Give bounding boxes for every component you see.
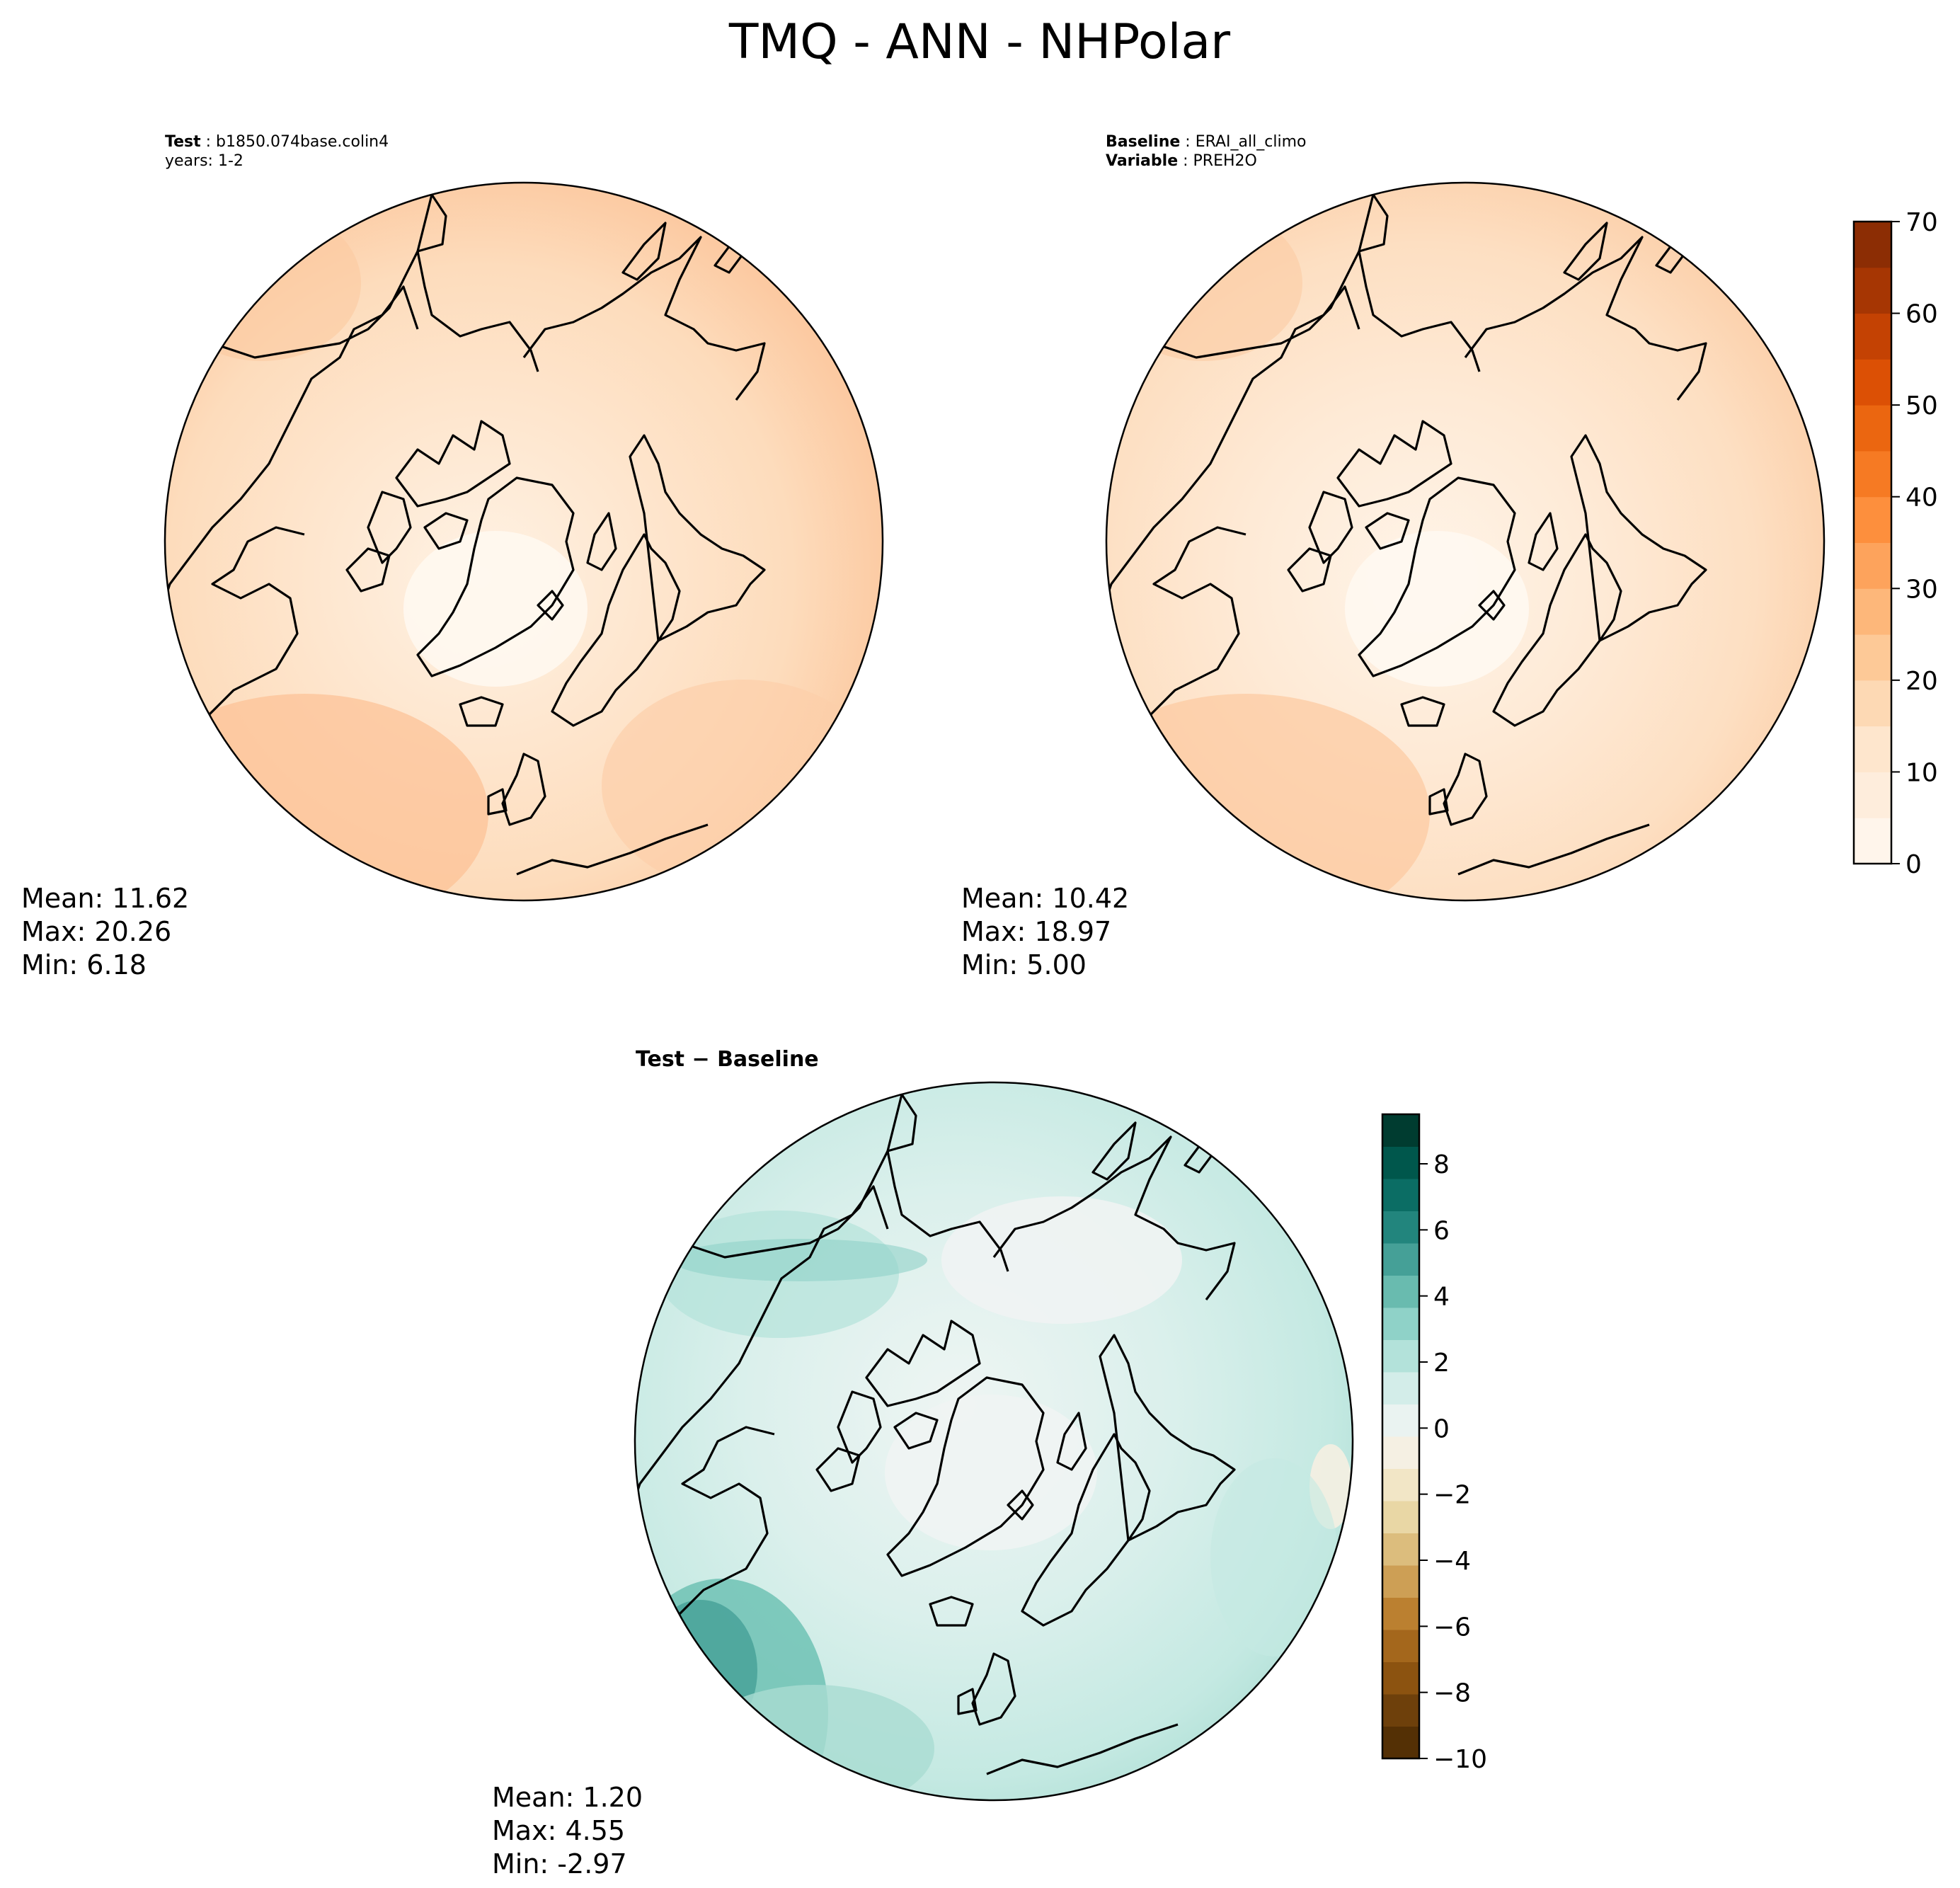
figure-title: TMQ - ANN - NHPolar	[728, 14, 1230, 70]
main-colorbar-segment	[1854, 634, 1891, 681]
main-colorbar: 0 10 20 30 40 50 60 70	[1852, 208, 1938, 879]
test-label-sep: :	[201, 133, 216, 151]
diff-colorbar-segment	[1382, 1726, 1419, 1759]
diff-colorbar-border	[1381, 1113, 1421, 1760]
main-colorbar-segment	[1854, 680, 1891, 727]
diff-colorbar-tick-label: 8	[1433, 1150, 1450, 1179]
diff-colorbar-segment	[1382, 1114, 1419, 1147]
diff-panel: Test − Baseline Mean: 1.20 Max: 4.55 Min…	[492, 1047, 1354, 1880]
main-colorbar-tick-label: 50	[1905, 391, 1938, 420]
test-label: Test : b1850.074base.colin4	[165, 133, 389, 151]
diff-colorbar-segment	[1382, 1339, 1419, 1373]
diff-colorbar-tick-label: −10	[1433, 1745, 1487, 1774]
test-map	[165, 183, 883, 900]
diff-colorbar-segment	[1382, 1404, 1419, 1437]
diff-colorbar-segment	[1382, 1597, 1419, 1630]
main-colorbar-tick-label: 0	[1905, 850, 1922, 879]
diff-colorbar-segment	[1382, 1275, 1419, 1308]
diff-colorbar-segment	[1382, 1243, 1419, 1276]
diff-colorbar-segment	[1382, 1565, 1419, 1598]
diff-max: Max: 4.55	[492, 1815, 625, 1846]
baseline-map-border	[1105, 181, 1826, 902]
baseline-label-value: ERAI_all_climo	[1196, 133, 1307, 151]
diff-colorbar-segment	[1382, 1436, 1419, 1469]
main-colorbar-border	[1852, 220, 1893, 865]
baseline-variable: Variable : PREH2O	[1106, 152, 1257, 170]
main-colorbar-segment	[1854, 313, 1891, 360]
diff-map	[635, 1082, 1353, 1800]
diff-colorbar-tick-label: −4	[1433, 1547, 1471, 1576]
baseline-label-key: Baseline	[1106, 133, 1180, 151]
diff-colorbar-segment	[1382, 1533, 1419, 1566]
main-colorbar-tick-label: 30	[1905, 575, 1938, 604]
baseline-min: Min: 5.00	[961, 949, 1087, 980]
main-colorbar-segment	[1854, 405, 1891, 452]
diff-min: Min: -2.97	[492, 1848, 627, 1880]
diff-colorbar-tick-label: −2	[1433, 1481, 1471, 1510]
baseline-max: Max: 18.97	[961, 916, 1111, 947]
diff-colorbar-segment	[1382, 1694, 1419, 1727]
test-mean: Mean: 11.62	[21, 883, 189, 914]
diff-title-baseline: Baseline	[717, 1047, 819, 1072]
main-colorbar-segment	[1854, 818, 1891, 864]
baseline-var-value: PREH2O	[1193, 152, 1257, 170]
main-colorbar-segment	[1854, 726, 1891, 772]
diff-colorbar-tick-label: 2	[1433, 1349, 1450, 1378]
diff-colorbar-segment	[1382, 1372, 1419, 1404]
test-years: years: 1-2	[165, 152, 243, 170]
test-min: Min: 6.18	[21, 949, 147, 980]
main-colorbar-segment	[1854, 222, 1891, 268]
main-colorbar-segment	[1854, 267, 1891, 314]
main-colorbar-segment	[1854, 450, 1891, 498]
diff-title: Test − Baseline	[636, 1047, 819, 1072]
diff-colorbar-tick-label: −8	[1433, 1679, 1471, 1708]
main-colorbar-tick-label: 40	[1905, 484, 1938, 513]
diff-colorbar-tick-label: 6	[1433, 1216, 1450, 1245]
diff-map-border	[634, 1081, 1354, 1802]
baseline-var-key: Variable	[1106, 152, 1178, 170]
main-colorbar-segment	[1854, 542, 1891, 589]
main-colorbar-segment	[1854, 496, 1891, 543]
test-label-value: b1850.074base.colin4	[216, 133, 389, 151]
diff-colorbar-tick-label: 0	[1433, 1414, 1450, 1443]
main-colorbar-tick-label: 20	[1905, 667, 1938, 696]
diff-mean: Mean: 1.20	[492, 1782, 643, 1813]
diff-colorbar-tick-label: 4	[1433, 1283, 1450, 1312]
baseline-var-sep: :	[1178, 152, 1193, 170]
diff-colorbar-segment	[1382, 1308, 1419, 1340]
diff-title-test: Test	[636, 1047, 684, 1072]
baseline-label: Baseline : ERAI_all_climo	[1106, 133, 1306, 151]
diff-colorbar-segment	[1382, 1146, 1419, 1179]
test-max: Max: 20.26	[21, 916, 171, 947]
main-colorbar-tick-label: 60	[1905, 300, 1938, 329]
diff-colorbar-segment	[1382, 1179, 1419, 1211]
main-colorbar-segment	[1854, 588, 1891, 635]
diff-colorbar: 8 6 4 2 0 −2 −4 −6 −8 −10	[1381, 1113, 1487, 1774]
diff-colorbar-segment	[1382, 1501, 1419, 1533]
diff-colorbar-segment	[1382, 1661, 1419, 1695]
test-map-border	[164, 181, 884, 902]
main-colorbar-tick-label: 10	[1905, 758, 1938, 787]
diff-colorbar-segment	[1382, 1211, 1419, 1244]
main-colorbar-segment	[1854, 772, 1891, 818]
baseline-panel: Baseline : ERAI_all_climo Variable : PRE…	[961, 133, 1826, 980]
diff-colorbar-segment	[1382, 1468, 1419, 1501]
baseline-mean: Mean: 10.42	[961, 883, 1129, 914]
baseline-map	[1106, 183, 1824, 900]
test-label-key: Test	[165, 133, 201, 151]
diff-colorbar-tick-label: −6	[1433, 1613, 1471, 1642]
diff-title-sep: −	[684, 1047, 717, 1072]
main-colorbar-tick-label: 70	[1905, 208, 1938, 237]
diff-colorbar-segment	[1382, 1630, 1419, 1662]
baseline-label-sep: :	[1180, 133, 1195, 151]
main-colorbar-segment	[1854, 359, 1891, 406]
test-panel: Test : b1850.074base.colin4 years: 1-2 M…	[21, 133, 884, 980]
